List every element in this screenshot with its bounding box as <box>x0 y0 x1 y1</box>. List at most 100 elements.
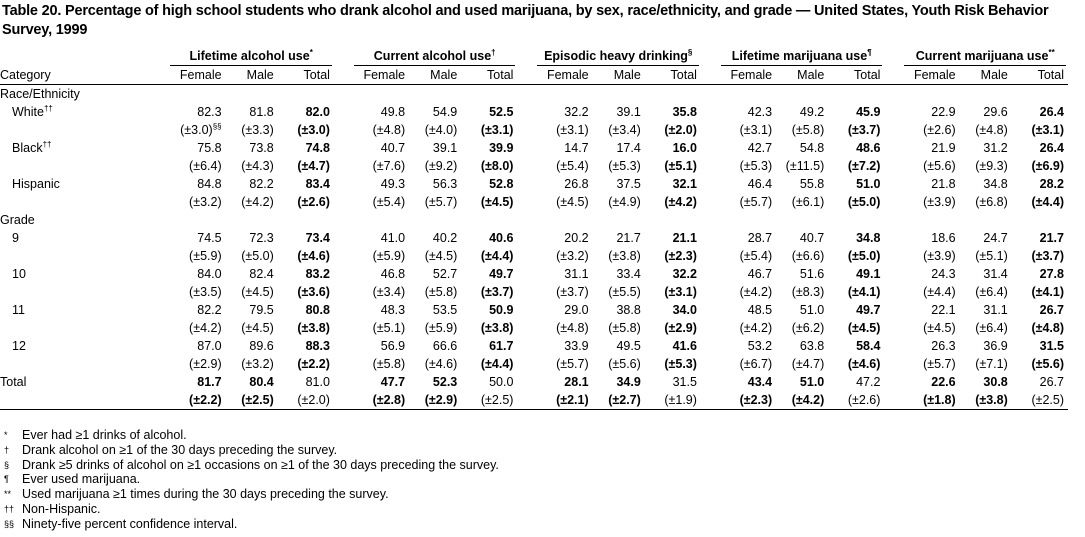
ci-cell: (±4.1) <box>1012 283 1068 301</box>
column-header: Female <box>168 66 226 85</box>
ci-cell: (±5.1) <box>960 247 1012 265</box>
spacer <box>150 66 169 85</box>
ci-text: (±1.9) <box>664 393 697 407</box>
value-row: Black†† 75.8 73.8 74.8 40.7 39.1 39.9 14.7 17.4 1… <box>0 139 1068 157</box>
ci-text: (±4.2) <box>791 393 825 407</box>
ci-cell: (±5.8) <box>593 319 645 337</box>
row-label-text: Total <box>0 375 27 389</box>
ci-cell: (±5.0) <box>828 193 884 211</box>
spacer <box>150 265 168 283</box>
ci-text: (±5.7) <box>923 357 956 371</box>
value-cell: 54.9 <box>432 105 458 119</box>
ci-cell: (±4.4) <box>902 283 959 301</box>
footnote-mark: ** <box>4 489 12 500</box>
value-cell: 48.5 <box>747 303 773 317</box>
ci-text: (±3.1) <box>739 123 773 137</box>
spacer <box>150 283 168 301</box>
row-label-text: White <box>12 105 44 119</box>
value-cell: 46.7 <box>747 267 773 281</box>
spacer <box>517 301 535 319</box>
ci-cell: (±4.3) <box>226 157 278 175</box>
spacer <box>150 175 168 193</box>
ci-cell: (±4.7) <box>278 157 334 175</box>
ci-text: (±4.2) <box>664 195 697 209</box>
spacer <box>517 157 535 175</box>
ci-text: (±3.8) <box>297 321 330 335</box>
ci-text: (±5.0) <box>241 249 274 263</box>
column-header: Total <box>277 66 334 85</box>
footnote: †† Non-Hispanic. <box>4 502 499 517</box>
spacer <box>884 66 903 85</box>
value-cell: 83.2 <box>305 267 330 281</box>
ci-text: (±6.1) <box>791 195 825 209</box>
column-header: Female <box>351 66 410 85</box>
value-cell: 51.0 <box>856 177 881 191</box>
ci-text: (±6.2) <box>791 321 825 335</box>
ci-cell: (±5.9) <box>409 319 461 337</box>
value-cell: 56.9 <box>380 339 406 353</box>
value-cell: 80.8 <box>305 303 330 317</box>
footnote-mark: § <box>4 459 10 470</box>
ci-text: (±5.6) <box>608 357 641 371</box>
ci-cell: (±9.2) <box>409 157 461 175</box>
ci-cell: (±3.0) <box>278 121 334 139</box>
spacer <box>517 175 535 193</box>
ci-cell: (±6.2) <box>776 319 828 337</box>
row-label-text: 11 <box>12 303 25 317</box>
ci-text: (±2.9) <box>664 321 697 335</box>
ci-text: (±2.9) <box>424 393 458 407</box>
ci-text: (±7.6) <box>372 159 406 173</box>
value-cell: 75.8 <box>197 141 222 155</box>
value-cell: 31.1 <box>983 303 1008 317</box>
value-cell: 82.0 <box>305 105 330 119</box>
ci-cell: (±4.8) <box>352 121 409 139</box>
spacer <box>334 103 352 121</box>
ci-cell: (±4.4) <box>461 247 517 265</box>
footnote-text: Used marijuana ≥1 times during the 30 da… <box>22 487 389 502</box>
ci-text: (±5.7) <box>739 195 773 209</box>
ci-cell: (±4.5) <box>828 319 884 337</box>
value-cell: 63.8 <box>799 339 825 353</box>
ci-text: (±4.6) <box>297 249 330 263</box>
footnote-text: Ninety-five percent confidence interval. <box>22 516 238 531</box>
value-cell: 88.3 <box>305 339 330 353</box>
spacer <box>884 337 902 355</box>
ci-row: (±5.9) (±5.0) (±4.6) (±5.9) (±4.5) (±4.4) (±3.… <box>0 247 1068 265</box>
ci-text: (±4.4) <box>1031 195 1064 209</box>
spacer <box>150 47 168 66</box>
ci-text: (±5.1) <box>664 159 697 173</box>
group-header: Lifetime alcohol use* <box>168 47 333 66</box>
footnote: * Ever had ≥1 drinks of alcohol. <box>4 428 499 443</box>
spacer <box>334 247 352 265</box>
ci-text: (±2.9) <box>189 357 222 371</box>
spacer <box>150 103 168 121</box>
ci-cell: (±4.5) <box>409 247 461 265</box>
ci-text: (±3.7) <box>556 285 589 299</box>
value-cell: 26.7 <box>1039 303 1064 317</box>
ci-cell: (±6.4) <box>960 283 1012 301</box>
value-cell: 31.2 <box>983 141 1008 155</box>
ci-text: (±5.4) <box>372 195 406 209</box>
value-cell: 26.4 <box>1039 141 1064 155</box>
spacer <box>0 47 150 66</box>
value-cell: 34.0 <box>672 303 697 317</box>
value-cell: 28.2 <box>1039 177 1064 191</box>
value-cell: 51.0 <box>799 303 825 317</box>
row-label: 9 <box>0 229 150 247</box>
value-cell: 22.9 <box>931 105 956 119</box>
footnote: ** Used marijuana ≥1 times during the 30 … <box>4 487 499 502</box>
value-cell: 82.3 <box>197 105 222 119</box>
value-cell: 41.0 <box>380 231 406 245</box>
ci-text: (±2.7) <box>608 393 641 407</box>
ci-cell: (±2.8) <box>351 391 410 410</box>
value-cell: 35.8 <box>672 105 697 119</box>
ci-text: (±9.3) <box>975 159 1008 173</box>
value-cell: 38.8 <box>616 303 641 317</box>
group-header: Lifetime marijuana use¶ <box>719 47 884 66</box>
ci-text: (±4.7) <box>297 159 330 173</box>
spacer <box>334 229 352 247</box>
value-cell: 79.5 <box>249 303 274 317</box>
section-label: Race/Ethnicity <box>0 87 80 101</box>
value-cell: 41.6 <box>672 339 697 353</box>
column-header: Male <box>409 66 462 85</box>
